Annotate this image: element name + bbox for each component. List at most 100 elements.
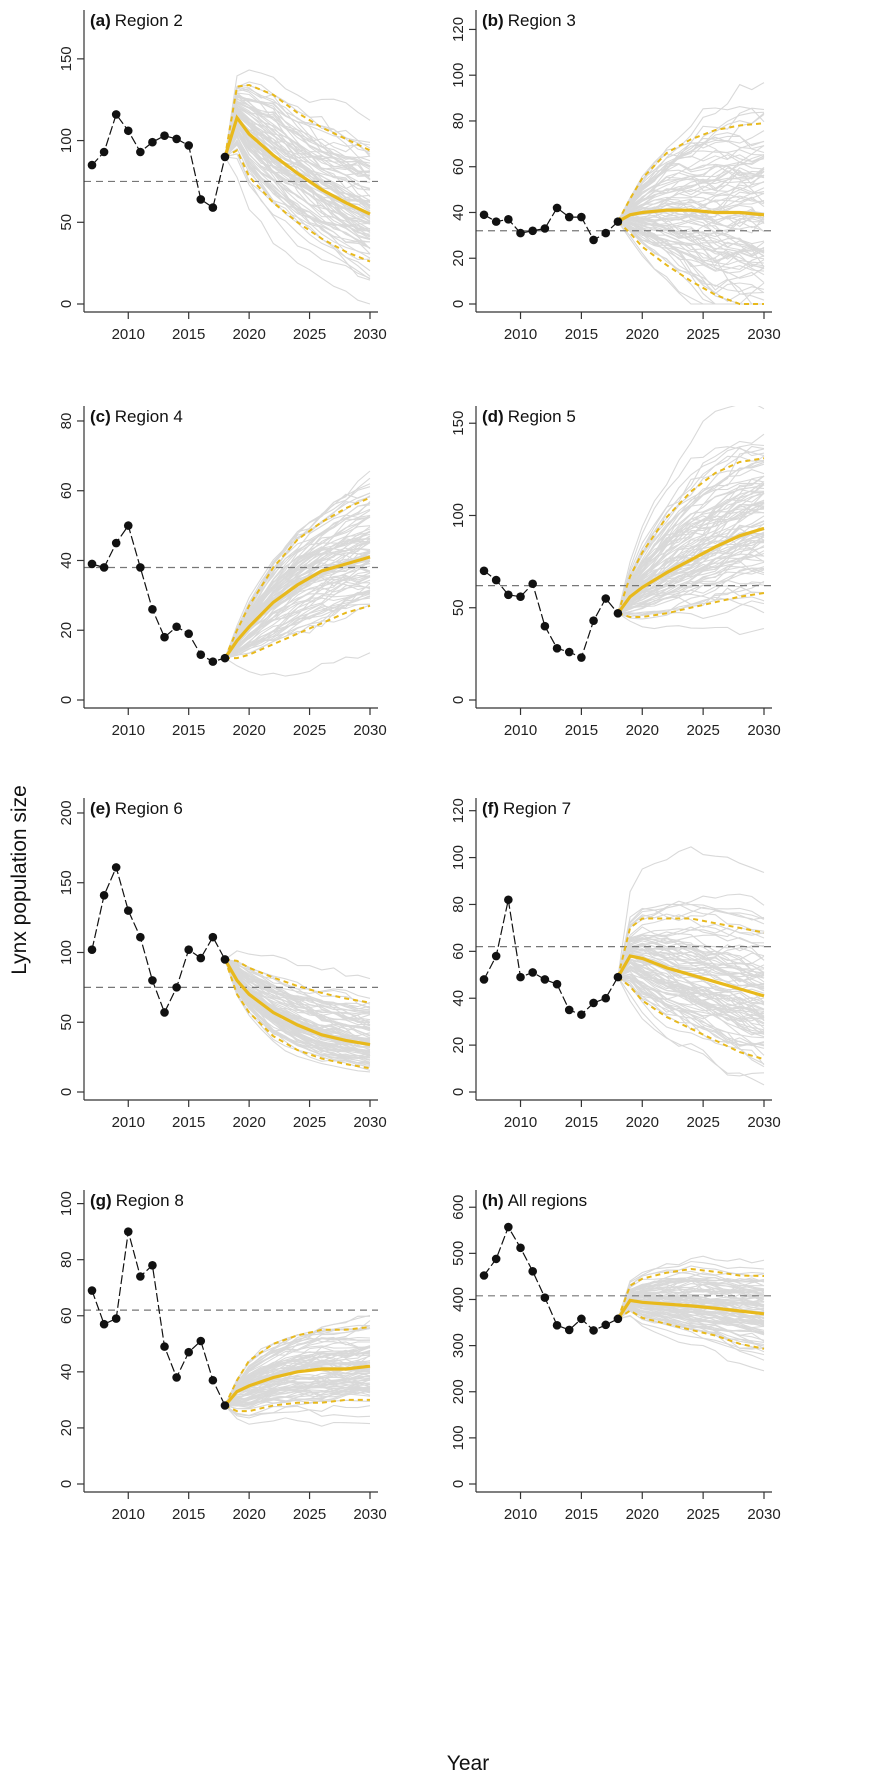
- observed-point: [504, 895, 513, 905]
- y-tick-label: 20: [58, 622, 75, 639]
- observed-point: [613, 608, 623, 618]
- observed-point: [148, 137, 157, 147]
- y-tick-label: 100: [450, 503, 467, 528]
- observed-line: [483, 899, 619, 1016]
- simulation-line: [617, 554, 765, 614]
- observed-point: [479, 975, 489, 984]
- observed-point: [172, 134, 181, 144]
- simulation-line: [224, 501, 371, 659]
- simulation-line: [224, 959, 371, 1048]
- x-tick-label: 2010: [504, 1114, 537, 1131]
- observed-point: [148, 1260, 157, 1270]
- y-tick-label: 20: [450, 1037, 467, 1054]
- upper-quantile-line: [224, 958, 371, 1004]
- simulation-line: [617, 170, 765, 222]
- x-tick-label: 2030: [747, 326, 780, 343]
- upper-quantile-line: [616, 457, 765, 614]
- simulation-line: [617, 490, 765, 614]
- simulation-line: [617, 969, 765, 1025]
- observed-point: [184, 1347, 193, 1357]
- lower-quantile-line: [617, 1309, 765, 1350]
- simulation-line: [617, 976, 765, 1077]
- observed-point: [184, 629, 193, 639]
- observed-point: [208, 932, 218, 942]
- y-tick-label: 100: [450, 1425, 467, 1450]
- panel-e: 0 50 100 150 200 2010 2015 2020 2025 2030 (e) Regio…: [58, 798, 387, 1131]
- x-tick-label: 2010: [112, 1506, 145, 1523]
- y-tick-label: 20: [58, 1420, 75, 1437]
- simulation-line: [617, 1294, 765, 1320]
- simulation-line: [224, 1372, 371, 1406]
- simulation-line: [224, 959, 371, 1032]
- simulation-line: [224, 1389, 371, 1407]
- x-tick-label: 2020: [232, 1114, 265, 1131]
- x-tick-label: 2015: [172, 1114, 205, 1131]
- simulation-line: [224, 959, 371, 1009]
- observed-point: [528, 579, 537, 589]
- y-tick-label: 500: [450, 1241, 467, 1266]
- observed-point: [123, 521, 133, 530]
- observed-point: [516, 592, 525, 601]
- observed-point: [540, 621, 550, 631]
- x-tick-label: 2025: [686, 326, 719, 343]
- y-tick-label: 0: [450, 300, 467, 308]
- y-tick-label: 0: [58, 1088, 75, 1096]
- lower-quantile-line: [224, 1398, 370, 1413]
- observed-line: [483, 570, 619, 659]
- simulation-line: [224, 950, 371, 980]
- simulation-line: [617, 1314, 765, 1372]
- panel-h: 0 100 200 300 400 500 600 2010 2015 2020 2025 2030 (…: [450, 1190, 781, 1523]
- panel-title: (g) Region 8: [90, 1191, 184, 1210]
- simulation-line: [224, 959, 371, 1030]
- y-tick-label: 60: [58, 1307, 75, 1324]
- observed-point: [220, 152, 230, 162]
- x-tick-label: 2020: [626, 722, 659, 739]
- y-tick-label: 50: [450, 599, 467, 616]
- simulation-line: [617, 1283, 765, 1320]
- simulation-line: [224, 1336, 371, 1406]
- simulation-line: [224, 576, 371, 659]
- simulation-trajectories: [617, 846, 765, 1086]
- observed-point: [136, 932, 145, 942]
- simulation-line: [617, 219, 765, 254]
- observed-point: [552, 644, 562, 653]
- observed-point: [528, 1267, 537, 1276]
- observed-point: [172, 622, 181, 632]
- simulation-line: [617, 962, 765, 1017]
- simulation-line: [617, 903, 765, 978]
- observed-point: [552, 1321, 562, 1330]
- simulation-line: [617, 531, 765, 614]
- panel-title: (d) Region 5: [482, 407, 576, 426]
- panel-letter: (h): [482, 1191, 504, 1210]
- simulation-line: [617, 593, 765, 614]
- simulation-line: [617, 106, 765, 222]
- simulation-line: [617, 1307, 765, 1343]
- simulation-line: [617, 195, 765, 223]
- simulation-line: [224, 124, 371, 259]
- simulation-line: [224, 1346, 371, 1406]
- observed-point: [99, 563, 109, 572]
- simulation-line: [617, 568, 765, 618]
- panel-title: (f) Region 7: [482, 799, 571, 818]
- simulation-line: [617, 940, 765, 990]
- simulation-line: [617, 585, 765, 614]
- simulation-line: [617, 580, 765, 615]
- y-tick-label: 100: [58, 940, 75, 965]
- x-tick-label: 2010: [504, 326, 537, 343]
- simulation-trajectories: [617, 406, 765, 636]
- median-projection-line: [616, 526, 765, 615]
- y-tick-label: 40: [450, 990, 467, 1007]
- simulation-line: [224, 589, 371, 659]
- observed-point: [148, 976, 157, 985]
- panel-f: 0 20 40 60 80 100 120 2010 2015 2020 2025 2030 (f) Re…: [450, 798, 781, 1131]
- simulation-line: [617, 569, 765, 614]
- y-tick-label: 150: [450, 411, 467, 436]
- y-tick-label: 0: [58, 300, 75, 308]
- lower-quantile-line: [225, 604, 371, 660]
- simulation-line: [617, 1279, 765, 1320]
- panel-b: 0 20 40 60 80 100 120 2010 2015 2020 2025 2030 (b) Re…: [450, 10, 781, 343]
- simulation-line: [617, 505, 765, 614]
- simulation-line: [224, 1337, 371, 1406]
- simulation-line: [617, 948, 765, 985]
- y-tick-label: 0: [450, 696, 467, 704]
